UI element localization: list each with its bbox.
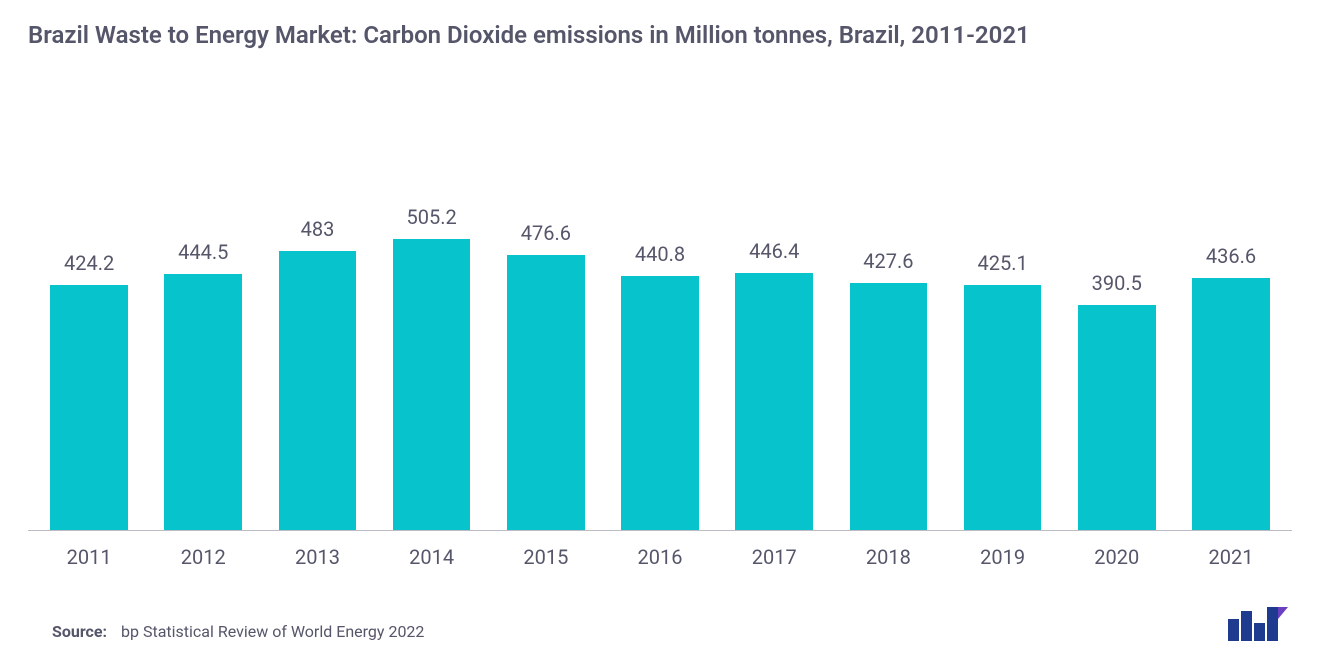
bar-value-label: 444.5 [178,240,228,264]
bar-slot: 505.2 [375,179,489,530]
x-tick-label: 2015 [489,545,603,569]
bar [621,276,699,530]
chart-title: Brazil Waste to Energy Market: Carbon Di… [28,20,1292,51]
x-tick-label: 2016 [603,545,717,569]
bar-slot: 427.6 [831,179,945,530]
bar-slot: 390.5 [1060,179,1174,530]
bar-slot: 425.1 [946,179,1060,530]
bar-value-label: 427.6 [863,249,913,273]
bar-value-label: 483 [301,217,335,241]
x-tick-label: 2012 [146,545,260,569]
bar [735,273,813,531]
source-line: Source: bp Statistical Review of World E… [52,622,424,641]
bar-slot: 446.4 [717,179,831,530]
bar [850,283,928,530]
x-tick-label: 2017 [717,545,831,569]
bar [164,274,242,530]
x-axis: 2011201220132014201520162017201820192020… [28,537,1292,569]
bar-value-label: 424.2 [64,251,114,275]
bar [1192,278,1270,530]
bar-value-label: 390.5 [1092,271,1142,295]
bar-value-label: 436.6 [1206,244,1256,268]
bar-value-label: 425.1 [977,251,1027,275]
x-tick-label: 2018 [831,545,945,569]
bar [507,255,585,530]
x-tick-label: 2011 [32,545,146,569]
bar-value-label: 505.2 [407,205,457,229]
bar [393,239,471,531]
bar [1078,305,1156,530]
bar-slot: 440.8 [603,179,717,530]
x-tick-label: 2020 [1060,545,1174,569]
source-label: Source: [52,622,107,641]
brand-logo [1228,605,1288,641]
bar-value-label: 446.4 [749,239,799,263]
bar [50,285,128,530]
x-tick-label: 2014 [375,545,489,569]
plot-area: 424.2 444.5 483 505.2 476.6 440.8 446.4 427.6 42… [28,59,1292,531]
bar-slot: 483 [260,179,374,530]
bar-slot: 444.5 [146,179,260,530]
bar-slot: 424.2 [32,179,146,530]
bar-value-label: 476.6 [521,221,571,245]
bar-slot: 476.6 [489,179,603,530]
chart-container: Brazil Waste to Energy Market: Carbon Di… [0,0,1320,665]
chart-footer: Source: bp Statistical Review of World E… [28,605,1292,641]
x-tick-label: 2013 [260,545,374,569]
x-tick-label: 2021 [1174,545,1288,569]
bar [279,251,357,530]
x-tick-label: 2019 [946,545,1060,569]
bar-slot: 436.6 [1174,179,1288,530]
source-text: bp Statistical Review of World Energy 20… [121,622,424,641]
bar-value-label: 440.8 [635,242,685,266]
bar [964,285,1042,530]
